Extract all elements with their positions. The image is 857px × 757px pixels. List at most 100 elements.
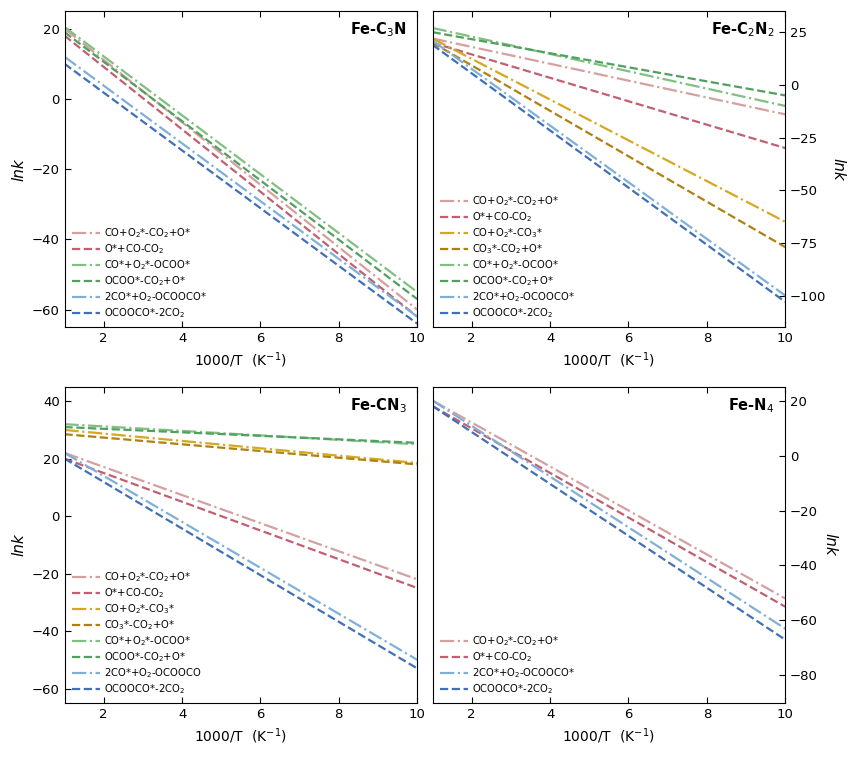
CO+O$_2$*-CO$_2$+O* — [281, 201, 291, 210]
OCOO*-CO$_2$+O* — [59, 28, 69, 37]
OCOOCO*-2CO$_2$ — [567, 494, 578, 503]
OCOO*-CO$_2$+O* — [470, 36, 480, 45]
Line: CO$_3$*-CO$_2$+O*: CO$_3$*-CO$_2$+O* — [64, 435, 417, 464]
O*+CO-CO$_2$ — [102, 469, 112, 478]
CO*+O$_2$*-OCOO* — [199, 127, 209, 136]
O*+CO-CO$_2$ — [682, 547, 692, 556]
OCOOCO*-2CO$_2$ — [567, 142, 578, 151]
2CO*+O$_2$-OCOOCO — [59, 448, 69, 457]
OCOO*-CO$_2$+O* — [412, 438, 423, 447]
CO+O$_2$*-CO$_3$* — [174, 436, 184, 445]
2CO*+O$_2$-OCOOCO* — [199, 155, 209, 164]
OCOOCO*-2CO$_2$ — [542, 478, 553, 487]
CO$_3$*-CO$_2$+O* — [199, 441, 209, 450]
CO$_3$*-CO$_2$+O* — [314, 451, 324, 460]
CO+O$_2$*-CO$_2$+O* — [780, 594, 790, 603]
CO$_3$*-CO$_2$+O* — [428, 38, 438, 47]
OCOO*-CO$_2$+O* — [684, 73, 694, 83]
CO+O$_2$*-CO$_3$* — [428, 34, 438, 43]
CO$_3$*-CO$_2$+O* — [567, 119, 578, 128]
CO*+O$_2$*-OCOO* — [199, 428, 209, 437]
Line: CO*+O$_2$*-OCOO*: CO*+O$_2$*-OCOO* — [433, 28, 785, 106]
O*+CO-CO$_2$ — [428, 401, 438, 410]
Line: CO+O$_2$*-CO$_2$+O*: CO+O$_2$*-CO$_2$+O* — [64, 453, 417, 579]
OCOOCO*-2CO$_2$ — [174, 522, 184, 531]
CO+O$_2$*-CO$_2$+O* — [542, 460, 553, 469]
OCOO*-CO$_2$+O* — [428, 28, 438, 37]
OCOO*-CO$_2$+O* — [314, 434, 324, 443]
CO+O$_2$*-CO$_3$* — [780, 217, 790, 226]
CO*+O$_2$*-OCOO* — [102, 55, 112, 64]
OCOOCO*-2CO$_2$ — [281, 223, 291, 232]
OCOO*-CO$_2$+O* — [59, 422, 69, 431]
2CO*+O$_2$-OCOOCO* — [684, 562, 694, 571]
2CO*+O$_2$-OCOOCO* — [174, 137, 184, 146]
OCOOCO*-2CO$_2$ — [281, 586, 291, 595]
Line: CO$_3$*-CO$_2$+O*: CO$_3$*-CO$_2$+O* — [433, 42, 785, 247]
O*+CO-CO$_2$ — [412, 312, 423, 321]
O*+CO-CO$_2$ — [684, 547, 694, 556]
OCOOCO*-2CO$_2$ — [199, 537, 209, 547]
2CO*+O$_2$-OCOOCO* — [102, 83, 112, 92]
2CO*+O$_2$-OCOOCO* — [567, 486, 578, 495]
CO+O$_2$*-CO$_2$+O* — [59, 448, 69, 457]
2CO*+O$_2$-OCOOCO* — [428, 396, 438, 405]
CO$_3$*-CO$_2$+O* — [682, 185, 692, 195]
OCOO*-CO$_2$+O* — [102, 425, 112, 434]
2CO*+O$_2$-OCOOCO* — [470, 67, 480, 76]
CO*+O$_2$*-OCOO* — [174, 109, 184, 118]
Line: OCOO*-CO$_2$+O*: OCOO*-CO$_2$+O* — [64, 427, 417, 443]
Legend: CO+O$_2$*-CO$_2$+O*, O*+CO-CO$_2$, CO*+O$_2$*-OCOO*, OCOO*-CO$_2$+O*, 2CO*+O$_2$: CO+O$_2$*-CO$_2$+O*, O*+CO-CO$_2$, CO*+O… — [69, 224, 208, 322]
OCOOCO*-2CO$_2$ — [780, 298, 790, 307]
O*+CO-CO$_2$ — [315, 235, 326, 245]
O*+CO-CO$_2$ — [314, 234, 324, 243]
Line: 2CO*+O$_2$-OCOOCO*: 2CO*+O$_2$-OCOOCO* — [64, 57, 417, 316]
2CO*+O$_2$-OCOOCO* — [470, 423, 480, 432]
2CO*+O$_2$-OCOOCO* — [682, 561, 692, 570]
2CO*+O$_2$-OCOOCO* — [542, 119, 553, 128]
Y-axis label: lnk: lnk — [831, 157, 846, 180]
Legend: CO+O$_2$*-CO$_2$+O*, O*+CO-CO$_2$, CO+O$_2$*-CO$_3$*, CO$_3$*-CO$_2$+O*, CO*+O$_: CO+O$_2$*-CO$_2$+O*, O*+CO-CO$_2$, CO+O$… — [69, 568, 203, 698]
O*+CO-CO$_2$ — [682, 114, 692, 123]
2CO*+O$_2$-OCOOCO — [199, 531, 209, 540]
Line: 2CO*+O$_2$-OCOOCO*: 2CO*+O$_2$-OCOOCO* — [433, 400, 785, 628]
2CO*+O$_2$-OCOOCO* — [428, 36, 438, 45]
CO+O$_2$*-CO$_3$* — [59, 425, 69, 435]
Line: O*+CO-CO$_2$: O*+CO-CO$_2$ — [433, 406, 785, 606]
OCOO*-CO$_2$+O* — [199, 133, 209, 142]
CO+O$_2$*-CO$_2$+O* — [102, 58, 112, 67]
OCOO*-CO$_2$+O* — [315, 434, 326, 443]
CO+O$_2$*-CO$_3$* — [542, 94, 553, 103]
Legend: CO+O$_2$*-CO$_2$+O*, O*+CO-CO$_2$, 2CO*+O$_2$-OCOOCO*, OCOOCO*-2CO$_2$: CO+O$_2$*-CO$_2$+O*, O*+CO-CO$_2$, 2CO*+… — [438, 632, 577, 698]
CO+O$_2$*-CO$_2$+O* — [412, 575, 423, 584]
O*+CO-CO$_2$ — [412, 584, 423, 593]
OCOOCO*-2CO$_2$ — [650, 549, 660, 558]
Line: OCOOCO*-2CO$_2$: OCOOCO*-2CO$_2$ — [64, 459, 417, 668]
Line: CO+O$_2$*-CO$_2$+O*: CO+O$_2$*-CO$_2$+O* — [64, 29, 417, 310]
O*+CO-CO$_2$ — [59, 31, 69, 40]
Line: CO*+O$_2$*-OCOO*: CO*+O$_2$*-OCOO* — [64, 27, 417, 292]
OCOOCO*-2CO$_2$ — [315, 606, 326, 615]
O*+CO-CO$_2$ — [650, 528, 660, 537]
CO$_3$*-CO$_2$+O* — [542, 104, 553, 114]
CO*+O$_2$*-OCOO* — [102, 422, 112, 431]
OCOO*-CO$_2$+O* — [281, 195, 291, 204]
CO*+O$_2$*-OCOO* — [412, 288, 423, 297]
O*+CO-CO$_2$ — [542, 73, 553, 82]
OCOOCO*-2CO$_2$ — [59, 59, 69, 68]
CO*+O$_2$*-OCOO* — [428, 23, 438, 33]
CO$_3$*-CO$_2$+O* — [470, 63, 480, 72]
Line: CO*+O$_2$*-OCOO*: CO*+O$_2$*-OCOO* — [64, 424, 417, 444]
O*+CO-CO$_2$ — [314, 547, 324, 556]
O*+CO-CO$_2$ — [428, 38, 438, 47]
2CO*+O$_2$-OCOOCO — [174, 516, 184, 525]
Line: CO+O$_2$*-CO$_3$*: CO+O$_2$*-CO$_3$* — [64, 430, 417, 463]
CO$_3$*-CO$_2$+O* — [315, 452, 326, 461]
CO+O$_2$*-CO$_3$* — [315, 450, 326, 459]
CO*+O$_2$*-OCOO* — [542, 48, 553, 58]
OCOOCO*-2CO$_2$ — [314, 606, 324, 615]
CO+O$_2$*-CO$_2$+O* — [314, 540, 324, 549]
O*+CO-CO$_2$ — [281, 535, 291, 544]
CO*+O$_2$*-OCOO* — [650, 73, 660, 82]
CO+O$_2$*-CO$_2$+O* — [315, 229, 326, 238]
